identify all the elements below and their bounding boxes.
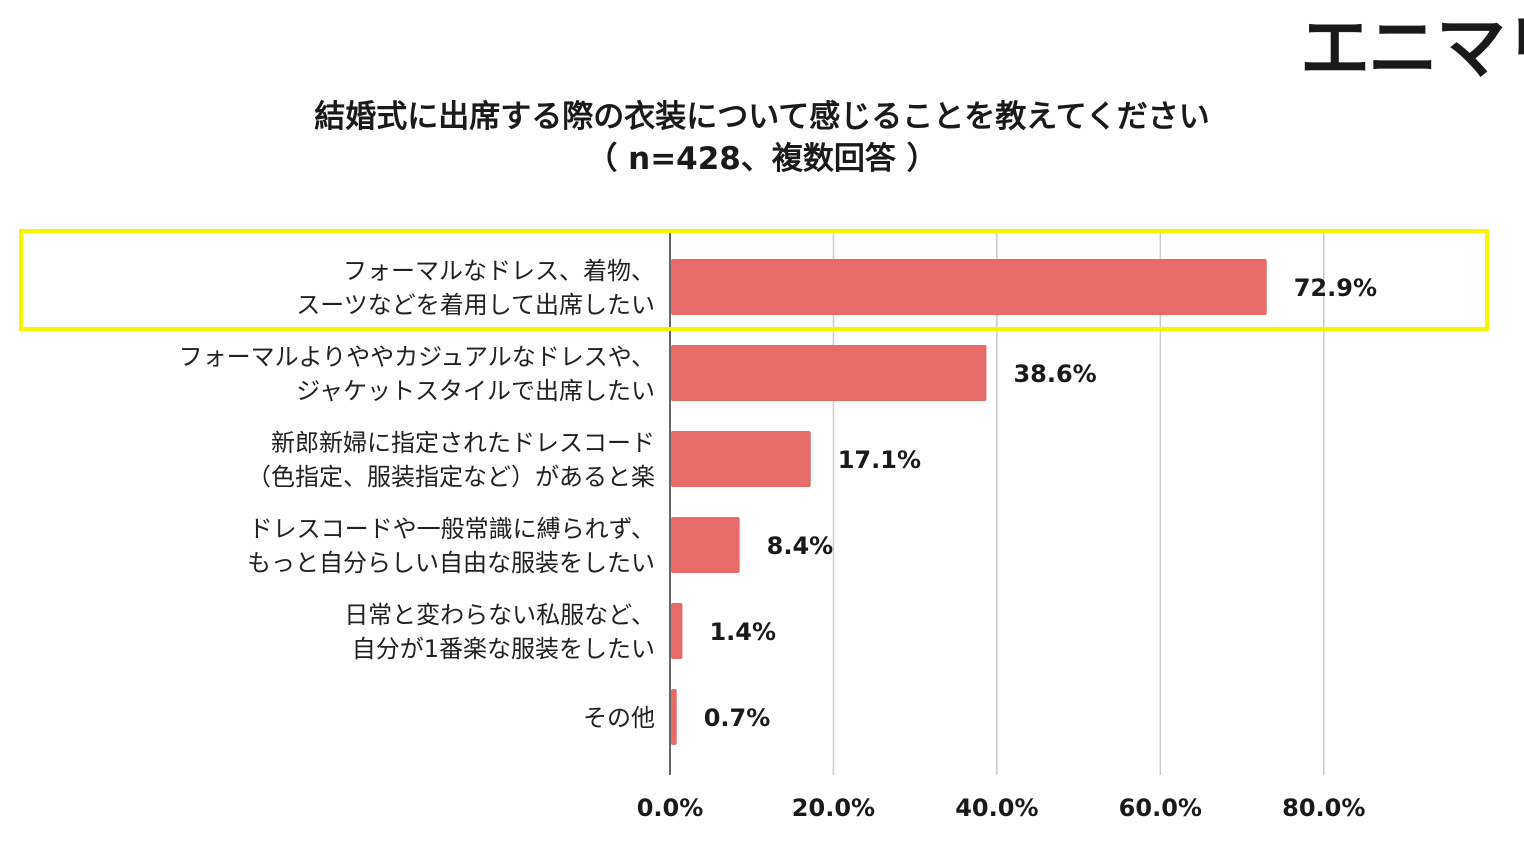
- category-label-3-line-0: ドレスコードや一般常識に縛られず、: [249, 515, 655, 543]
- value-label-1: 38.6%: [1013, 360, 1096, 388]
- category-label-1-line-1: ジャケットスタイルで出席したい: [296, 377, 655, 405]
- category-label-0-line-0: フォーマルなドレス、着物、: [343, 257, 655, 285]
- category-label-4-line-1: 自分が1番楽な服装をしたい: [352, 635, 655, 663]
- highlight-layer: [19, 229, 1489, 331]
- x-axis-ticks: 0.0% 20.0% 40.0% 60.0% 80.0%: [637, 794, 1366, 822]
- bar-4: [671, 603, 683, 659]
- x-tick-label-1: 20.0%: [792, 794, 875, 822]
- grid-lines: [669, 233, 1325, 775]
- value-label-5: 0.7%: [704, 704, 771, 732]
- category-label-2-line-1: （色指定、服装指定など）があると楽: [247, 463, 655, 491]
- chart-title: 結婚式に出席する際の衣装について感じることを教えてください: [314, 99, 1210, 135]
- value-label-0: 72.9%: [1294, 274, 1377, 302]
- bar-2: [671, 431, 811, 487]
- value-label-2: 17.1%: [838, 446, 921, 474]
- category-label-0-line-1: スーツなどを着用して出席したい: [296, 291, 655, 319]
- x-tick-label-3: 60.0%: [1119, 794, 1202, 822]
- highlight-frame: [19, 229, 1489, 331]
- bar-5: [671, 689, 677, 745]
- chart-subtitle: （ n=428、複数回答 ）: [586, 141, 938, 177]
- category-labels: フォーマルなドレス、着物、スーツなどを着用して出席したいフォーマルよりややカジュ…: [179, 257, 655, 732]
- brand-logo: エニマリ: [1300, 7, 1524, 89]
- bar-0: [671, 259, 1267, 315]
- x-tick-label-4: 80.0%: [1282, 794, 1365, 822]
- category-label-2-line-0: 新郎新婦に指定されたドレスコード: [271, 429, 655, 457]
- value-label-3: 8.4%: [767, 532, 834, 560]
- value-labels: 72.9% 38.6% 17.1% 8.4% 1.4% 0.7%: [704, 274, 1377, 732]
- x-tick-label-0: 0.0%: [637, 794, 704, 822]
- category-label-1-line-0: フォーマルよりややカジュアルなドレスや、: [179, 343, 655, 371]
- bar-1: [671, 345, 987, 401]
- bar-3: [671, 517, 740, 573]
- category-label-3-line-1: もっと自分らしい自由な服装をしたい: [247, 549, 655, 577]
- category-label-5-line-0: その他: [583, 704, 655, 732]
- category-label-4-line-0: 日常と変わらない私服など、: [344, 601, 655, 629]
- bars: [671, 259, 1267, 745]
- chart-title-block: 結婚式に出席する際の衣装について感じることを教えてください （ n=428、複数…: [0, 96, 1524, 180]
- x-tick-label-2: 40.0%: [955, 794, 1038, 822]
- value-label-4: 1.4%: [709, 618, 776, 646]
